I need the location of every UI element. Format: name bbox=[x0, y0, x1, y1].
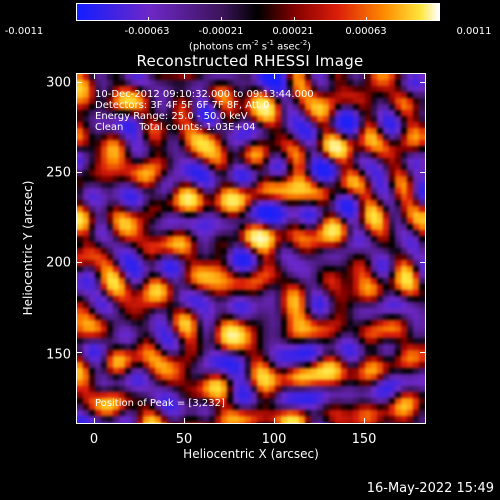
annotation-peak: Position of Peak = [3,232] bbox=[95, 398, 225, 409]
colorbar-tickmark bbox=[366, 17, 367, 21]
y-tick-label: 250 bbox=[46, 165, 71, 181]
colorbar-tick-label: -0.00063 bbox=[124, 26, 170, 37]
colorbar-tick-label: 0.00021 bbox=[272, 26, 314, 37]
y-tick-label: 200 bbox=[46, 255, 71, 271]
heatmap-plot bbox=[76, 73, 426, 424]
colorbar-tickmark bbox=[76, 17, 77, 21]
x-tick-label: 50 bbox=[175, 432, 193, 447]
heatmap-image bbox=[77, 74, 425, 423]
colorbar-tickmark bbox=[439, 17, 440, 21]
colorbar-tick-label: -0.00021 bbox=[198, 26, 244, 37]
colorbar-tickmark bbox=[221, 17, 222, 21]
colorbar-tick-label: -0.0011 bbox=[4, 26, 44, 37]
annotation-time: 10-Dec-2012 09:10:32.000 to 09:13:44.000 bbox=[95, 89, 314, 100]
plot-title: Reconstructed RHESSI Image bbox=[136, 52, 364, 70]
annotation-energy: Energy Range: 25.0 - 50.0 keV bbox=[95, 111, 248, 122]
colorbar-units: (photons cm-2 s-1 asec-2) bbox=[188, 39, 312, 53]
y-tick-label: 300 bbox=[46, 75, 71, 91]
colorbar-tick-label: 0.0011 bbox=[456, 26, 492, 37]
colorbar-tickmark bbox=[294, 17, 295, 21]
x-axis-label: Heliocentric X (arcsec) bbox=[183, 447, 319, 461]
y-tick-label: 150 bbox=[46, 347, 71, 363]
colorbar bbox=[76, 3, 440, 21]
x-tick-label: 150 bbox=[351, 432, 377, 447]
plot-datestamp: 16-May-2022 15:49 bbox=[366, 481, 494, 496]
annotation-detectors: Detectors: 3F 4F 5F 6F 7F 8F, Att 0 bbox=[95, 100, 270, 111]
y-axis-label: Heliocentric Y (arcsec) bbox=[21, 180, 35, 316]
x-tick-label: 0 bbox=[89, 432, 99, 447]
annotation-clean: Clean Total counts: 1.03E+04 bbox=[95, 122, 256, 133]
colorbar-tickmark bbox=[148, 17, 149, 21]
colorbar-tick-label: 0.00063 bbox=[345, 26, 387, 37]
x-tick-label: 100 bbox=[261, 432, 287, 447]
